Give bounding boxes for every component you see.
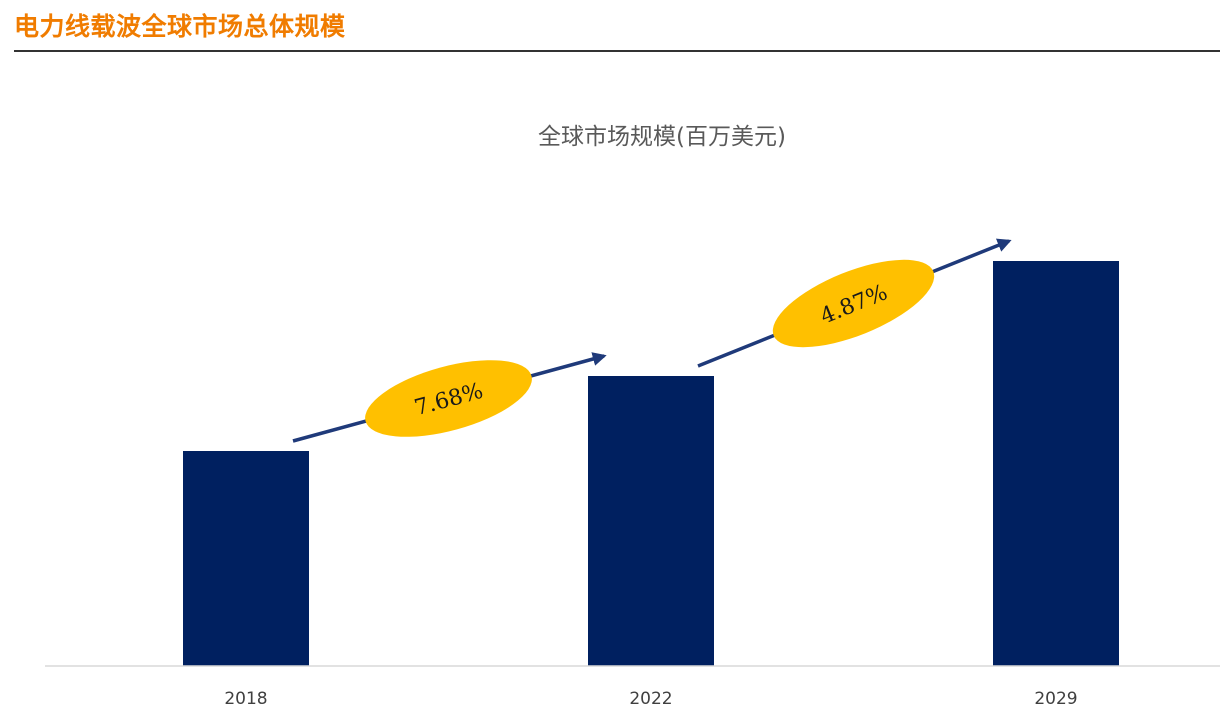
bar-2029	[993, 261, 1119, 666]
bars-layer	[183, 261, 1119, 666]
bar-2022	[588, 376, 714, 666]
chart-title: 全球市场规模(百万美元)	[538, 124, 786, 150]
bar-2018	[183, 451, 309, 666]
growth-badge-ellipse	[365, 360, 532, 437]
growth-badge-1: 7.68%	[365, 360, 532, 437]
x-tick-label-2018: 2018	[224, 689, 267, 709]
page-header: 电力线载波全球市场总体规模	[14, 8, 1220, 52]
x-tick-label-2029: 2029	[1034, 689, 1077, 709]
growth-annotations: 7.68% 4.87%	[292, 238, 1012, 443]
growth-badge-ellipse	[772, 259, 935, 348]
page-title: 电力线载波全球市场总体规模	[14, 12, 346, 41]
growth-badge-2: 4.87%	[772, 259, 935, 348]
x-axis-ticks: 2018 2022 2029	[224, 689, 1077, 709]
x-tick-label-2022: 2022	[629, 689, 672, 709]
